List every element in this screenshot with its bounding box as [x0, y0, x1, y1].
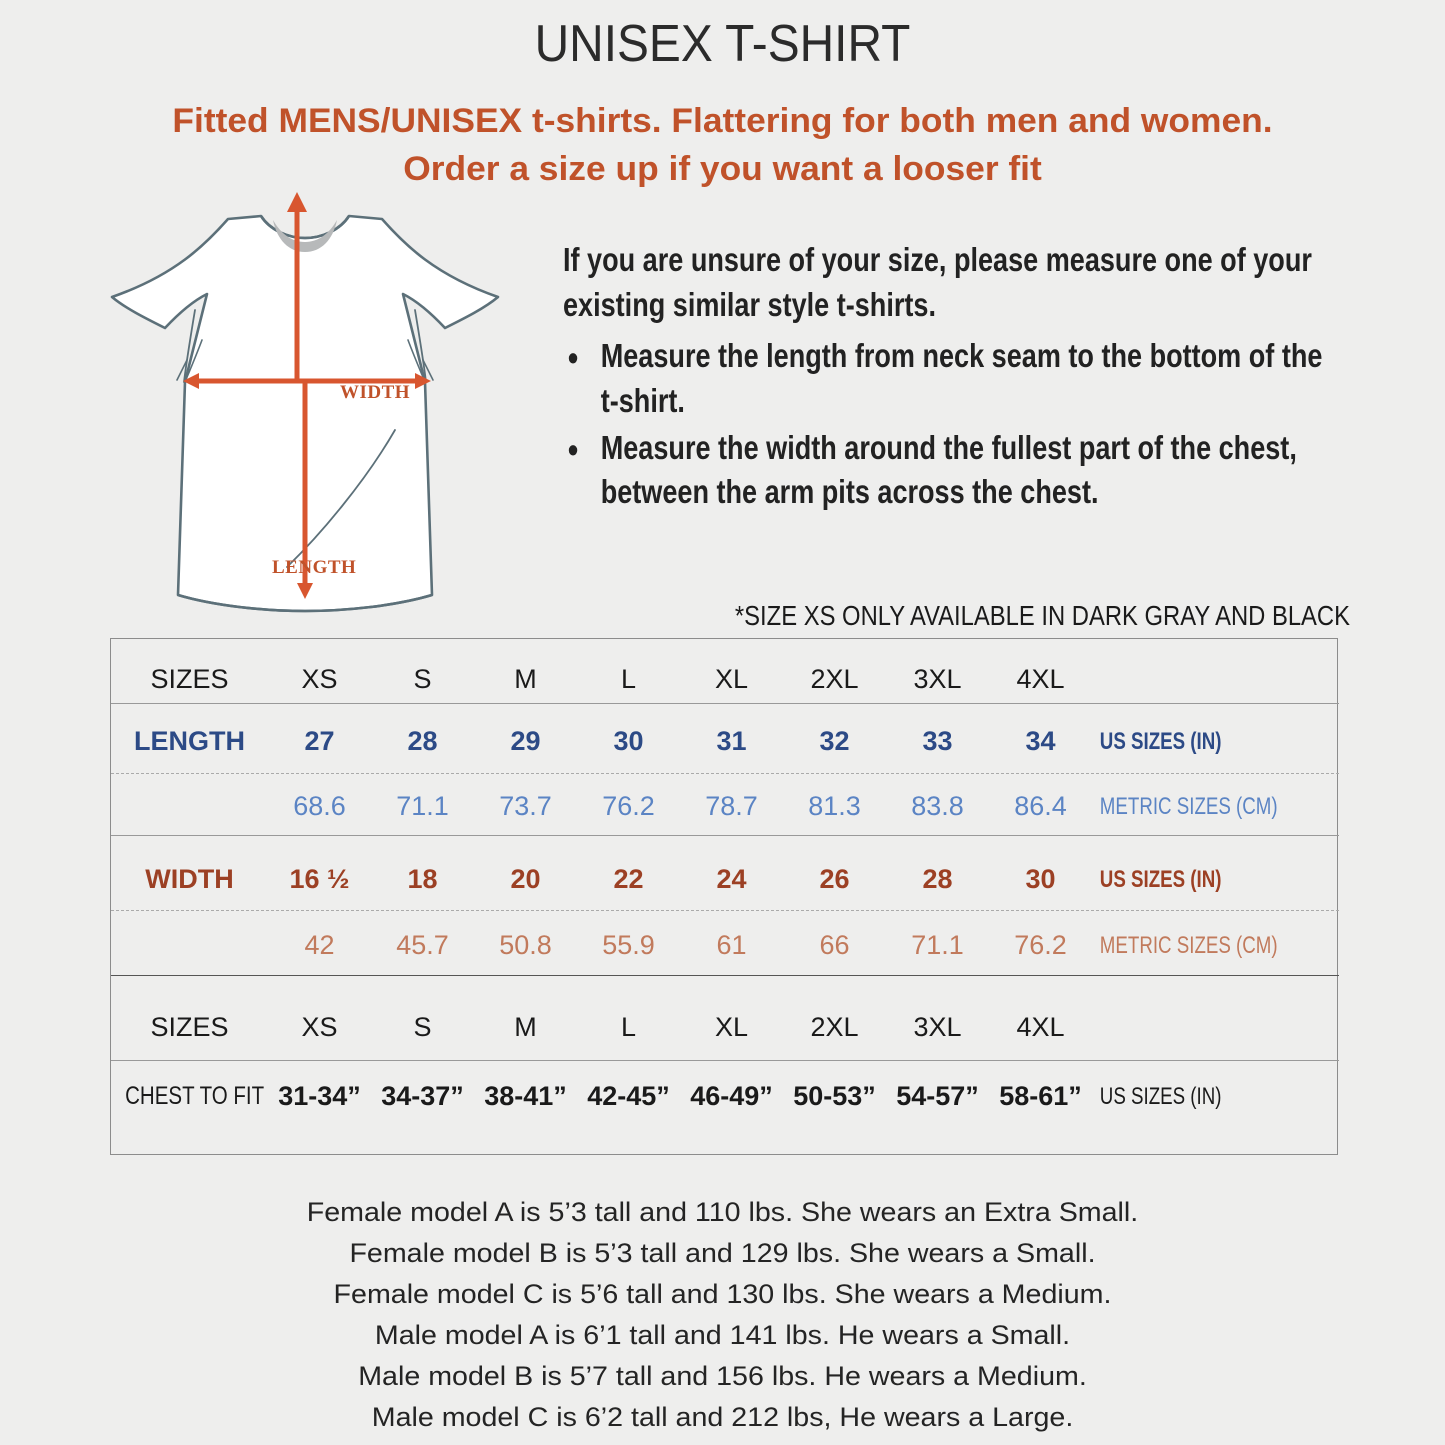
svg-text:LENGTH: LENGTH: [272, 557, 356, 578]
svg-text:WIDTH: WIDTH: [340, 382, 410, 403]
